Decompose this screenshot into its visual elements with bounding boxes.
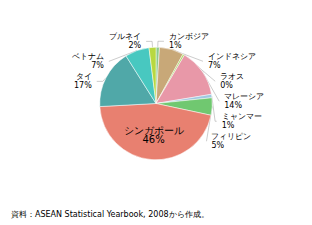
svg-text:マレーシア: マレーシア bbox=[224, 92, 264, 101]
svg-text:1%: 1% bbox=[169, 41, 182, 50]
svg-text:シンガポール: シンガポール bbox=[123, 124, 184, 136]
svg-text:1%: 1% bbox=[222, 121, 235, 130]
svg-text:2%: 2% bbox=[128, 41, 141, 50]
svg-text:7%: 7% bbox=[208, 61, 221, 70]
svg-text:インドネシア: インドネシア bbox=[208, 52, 256, 61]
svg-text:17%: 17% bbox=[74, 81, 92, 90]
svg-text:ブルネイ: ブルネイ bbox=[109, 32, 141, 41]
svg-text:タイ: タイ bbox=[76, 72, 92, 81]
svg-text:資料：ASEAN Statistical Yearbook,: 資料：ASEAN Statistical Yearbook, 2008から作成。 bbox=[11, 210, 209, 219]
svg-text:フィリピン: フィリピン bbox=[211, 132, 251, 141]
svg-text:カンボジア: カンボジア bbox=[169, 32, 209, 41]
svg-text:0%: 0% bbox=[220, 81, 233, 90]
svg-text:46%: 46% bbox=[142, 134, 164, 145]
svg-text:ラオス: ラオス bbox=[220, 72, 244, 81]
svg-text:ミャンマー: ミャンマー bbox=[222, 112, 262, 121]
svg-text:14%: 14% bbox=[224, 101, 242, 110]
svg-text:7%: 7% bbox=[91, 61, 104, 70]
svg-text:5%: 5% bbox=[211, 141, 224, 150]
svg-text:ベトナム: ベトナム bbox=[72, 52, 104, 61]
